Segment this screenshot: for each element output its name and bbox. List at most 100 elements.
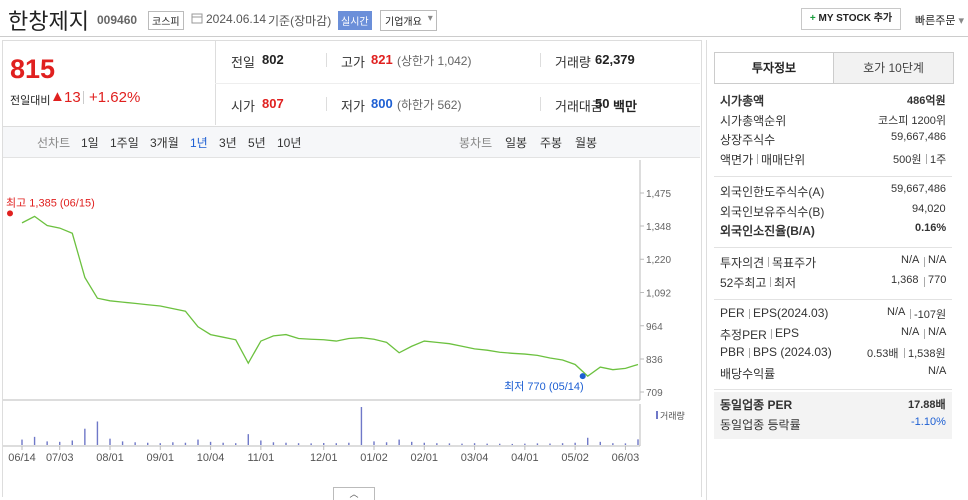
info-label: 액면가 xyxy=(720,152,754,167)
high-marker xyxy=(7,210,13,217)
volume-bar xyxy=(486,443,488,445)
x-tick-label: 06/14 xyxy=(8,452,36,464)
current-price: 815 xyxy=(10,54,56,84)
separator xyxy=(757,153,758,164)
info-value: 59,667,486 xyxy=(891,183,947,195)
section-divider xyxy=(714,176,952,177)
volume-bar xyxy=(172,442,174,445)
x-tick-label: 09/01 xyxy=(147,452,175,464)
info-value: 1,538원 xyxy=(908,348,946,360)
realtime-badge[interactable]: 실시간 xyxy=(338,11,372,30)
collapse-button[interactable]: ︿ xyxy=(333,487,375,500)
quote-value: 62,379 xyxy=(595,52,635,67)
info-label: PER xyxy=(720,306,745,320)
volume-bar xyxy=(398,439,400,445)
x-tick-label: 11/01 xyxy=(247,452,274,464)
info-label: PBR xyxy=(720,345,745,359)
separator xyxy=(924,328,925,339)
period-tab[interactable]: 3개월 xyxy=(150,136,179,150)
quote-label: 거래대금 xyxy=(555,99,603,114)
info-label: 동일업종 PER xyxy=(720,398,793,412)
tab-active[interactable]: 투자정보 xyxy=(714,52,834,83)
separator xyxy=(326,97,327,111)
quick-order[interactable]: 빠른주문 ▾ xyxy=(915,12,964,28)
info-value: 1주 xyxy=(930,153,947,166)
info-value: 17.88배 xyxy=(908,399,946,411)
quote-label: 저가 xyxy=(341,99,365,114)
period-tab[interactable]: 5년 xyxy=(248,136,266,150)
separator xyxy=(768,257,769,267)
info-label: 추정PER xyxy=(720,327,767,342)
base-note: 기준(장마감) xyxy=(268,14,332,28)
price-line xyxy=(21,215,639,377)
change-value: 13 xyxy=(64,89,81,106)
info-label: 외국인소진율(B/A) xyxy=(720,224,815,238)
section-divider xyxy=(714,389,952,390)
info-value: 94,020 xyxy=(912,202,946,215)
info-value: 59,667,486 xyxy=(891,131,947,143)
x-tick-label: 08/01 xyxy=(96,452,124,464)
info-value: 코스피 1200위 xyxy=(878,114,947,127)
period-tab[interactable]: 3년 xyxy=(219,136,237,150)
period-tab[interactable]: 1년 xyxy=(190,136,208,150)
volume-bar xyxy=(473,443,476,445)
tab-label: 봉차트 xyxy=(459,136,493,150)
up-arrow: ▲ xyxy=(50,88,65,105)
mystock-button[interactable]: + MY STOCK 추가 xyxy=(801,8,901,30)
period-tab[interactable]: 10년 xyxy=(277,136,302,150)
volume-bar xyxy=(71,440,73,445)
volume-bar xyxy=(360,407,363,445)
candle-tab[interactable]: 주봉 xyxy=(540,136,563,150)
candle-tab[interactable]: 월봉 xyxy=(575,136,598,150)
period-tab[interactable]: 1주일 xyxy=(110,136,139,150)
base-date: 2024.06.14 xyxy=(206,12,267,26)
left-panel xyxy=(2,40,702,497)
quote-note: (하한가 562) xyxy=(397,98,462,112)
info-label: 외국인보유주식수(B) xyxy=(720,204,825,219)
volume-bar xyxy=(624,443,627,445)
info-value: 0.53배 xyxy=(867,348,899,360)
quote-label: 거래량 xyxy=(555,55,591,70)
info-value: 1,368 xyxy=(891,273,919,286)
y-tick-label: 1,475 xyxy=(646,189,671,200)
info-label: EPS xyxy=(775,325,800,340)
volume-bar xyxy=(21,439,23,445)
info-label: 동일업종 등락률 xyxy=(720,417,801,432)
y-tick-label: 1,348 xyxy=(646,222,671,233)
info-label: 시가총액 xyxy=(720,94,765,108)
period-tab[interactable]: 1일 xyxy=(81,136,99,150)
tab-inactive[interactable]: 호가 10단계 xyxy=(833,52,954,84)
volume-bar xyxy=(637,439,639,445)
info-value: -107원 xyxy=(914,309,947,321)
y-tick-label: 1,092 xyxy=(646,289,671,300)
overview-button[interactable]: 기업개요 ▾ xyxy=(380,10,437,31)
volume-bar xyxy=(524,443,526,445)
header-divider xyxy=(0,36,968,37)
x-tick-label: 04/01 xyxy=(511,452,539,464)
dropdown-arrow: ▾ xyxy=(958,15,965,27)
info-value: N/A xyxy=(887,306,906,318)
volume-bar xyxy=(511,443,513,445)
tab-label: 선차트 xyxy=(37,136,71,150)
info-label: BPS (2024.03) xyxy=(753,345,832,359)
info-label: 매매단위 xyxy=(761,152,806,167)
volume-bar xyxy=(536,443,539,445)
x-tick-label: 05/02 xyxy=(561,452,589,464)
volume-bar xyxy=(549,443,551,445)
separator xyxy=(904,348,905,358)
calendar-icon xyxy=(191,13,203,24)
volume-bar xyxy=(46,441,48,445)
info-value: 500원 xyxy=(893,153,922,166)
quick-order-label: 빠른주문 xyxy=(915,15,956,27)
candle-tab[interactable]: 일봉 xyxy=(505,136,528,150)
volume-legend-icon xyxy=(656,411,658,419)
volume-bar xyxy=(310,443,312,445)
separator xyxy=(749,309,750,319)
stock-code: 009460 xyxy=(97,13,138,27)
info-value: N/A xyxy=(928,364,947,377)
separator xyxy=(540,53,541,67)
dropdown-arrow: ▾ xyxy=(427,13,433,24)
volume-bar xyxy=(599,441,601,445)
volume-bar xyxy=(247,434,249,445)
